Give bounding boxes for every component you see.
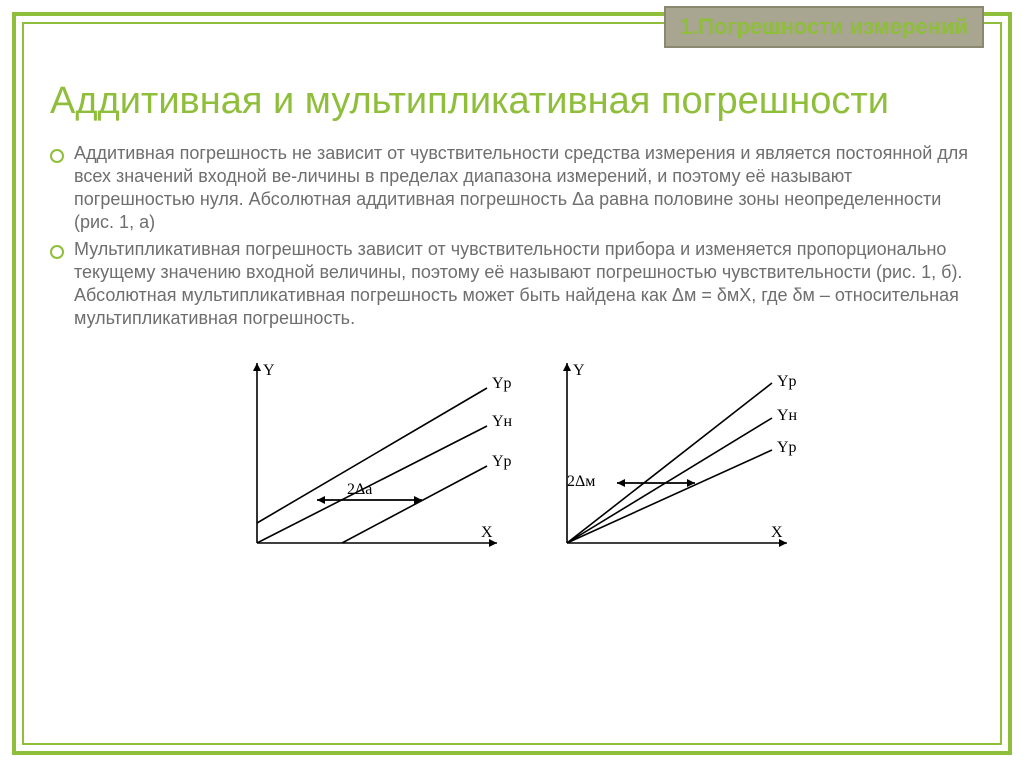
svg-text:Yр: Yр — [492, 375, 512, 392]
section-badge: 1.Погрешности измерений — [664, 6, 984, 48]
svg-text:Y: Y — [573, 362, 585, 379]
svg-text:2Δм: 2Δм — [567, 473, 595, 490]
chart-multiplicative: Y X Yр Yн Yр 2Δм — [527, 348, 807, 578]
svg-text:Yн: Yн — [777, 407, 798, 424]
slide-content: Аддитивная и мультипликативная погрешнос… — [50, 80, 974, 727]
svg-text:Yр: Yр — [777, 373, 797, 390]
svg-text:Yн: Yн — [492, 413, 513, 430]
svg-text:2Δа: 2Δа — [347, 481, 372, 498]
slide-title: Аддитивная и мультипликативная погрешнос… — [50, 80, 974, 124]
svg-text:Yр: Yр — [492, 453, 512, 470]
chart-additive: Y X Yр Yн Yр 2Δа — [217, 348, 517, 578]
bullet-item: Мультипликативная погрешность зависит от… — [50, 238, 974, 330]
charts-row: Y X Yр Yн Yр 2Δа Y X Yр Yн Yр 2Δм — [50, 348, 974, 578]
bullet-item: Аддитивная погрешность не зависит от чув… — [50, 142, 974, 234]
svg-text:X: X — [771, 524, 783, 541]
svg-text:Yр: Yр — [777, 439, 797, 456]
svg-text:Y: Y — [263, 362, 275, 379]
bullet-list: Аддитивная погрешность не зависит от чув… — [50, 142, 974, 330]
svg-text:X: X — [481, 524, 493, 541]
